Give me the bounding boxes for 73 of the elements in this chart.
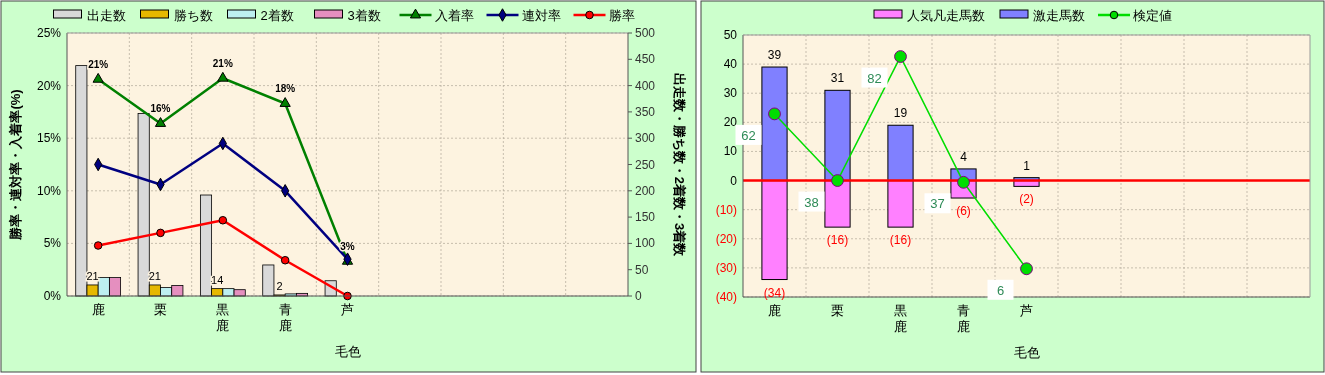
data-label: 4 <box>960 149 968 164</box>
data-label: 1 <box>1023 158 1031 173</box>
y-tick-label: (40) <box>715 290 737 304</box>
y2-tick-label: 300 <box>635 131 656 146</box>
y-tick-label: (10) <box>715 202 737 217</box>
data-label: (16) <box>889 233 912 248</box>
x-tick-label: 芦 <box>1020 303 1033 318</box>
y2-tick-label: 50 <box>635 262 649 277</box>
y2-tick-label: 100 <box>635 236 656 251</box>
x-tick-label: 鹿 <box>768 303 781 318</box>
legend-label: 出走数 <box>86 8 126 23</box>
legend-label: 人気凡走馬数 <box>907 8 985 23</box>
data-label: 18% <box>275 83 296 95</box>
data-label: 21% <box>88 59 109 71</box>
data-label: (6) <box>956 204 971 219</box>
legend-label: 勝率 <box>608 8 635 23</box>
data-label: 16% <box>150 103 171 115</box>
x-tick-label: 青鹿 <box>278 302 292 333</box>
data-label: 19 <box>893 106 908 121</box>
y2-tick-label: 200 <box>635 183 656 198</box>
legend-label: 勝ち数 <box>173 8 213 23</box>
y-axis-title: 勝率・連対率・入着率(%) <box>8 89 23 241</box>
data-label: (34) <box>763 285 786 300</box>
data-label: 21% <box>212 58 233 70</box>
y2-axis-title: 出走数・勝ち数・2着数・3着数 <box>672 72 687 258</box>
legend-label: 激走馬数 <box>1033 8 1085 23</box>
x-tick-label: 栗 <box>154 302 167 317</box>
annotation: 82 <box>867 70 882 86</box>
data-label: 21 <box>86 269 99 282</box>
y-tick-label: (20) <box>715 231 737 246</box>
x-tick-label: 鹿 <box>91 302 105 317</box>
y-tick-label: (30) <box>715 260 737 275</box>
data-label: 39 <box>767 48 782 63</box>
x-axis-title: 毛色 <box>1013 345 1040 360</box>
data-label: 31 <box>830 71 845 86</box>
x-axis-title: 毛色 <box>334 344 361 359</box>
y2-tick-label: 150 <box>635 210 656 225</box>
y-tick-label: 10% <box>36 183 62 198</box>
legend-label: 検定値 <box>1133 8 1172 23</box>
y-tick-label: 10 <box>723 144 738 159</box>
y-tick-label: 20% <box>36 78 62 93</box>
y2-tick-label: 0 <box>635 289 642 303</box>
annotation: 37 <box>930 196 945 212</box>
x-tick-label: 青鹿 <box>957 303 970 334</box>
y2-tick-label: 450 <box>635 52 656 67</box>
legend-label: 連対率 <box>521 8 561 23</box>
legend-label: 2着数 <box>260 8 294 23</box>
y-tick-label: 25% <box>36 26 62 40</box>
y-tick-label: 20 <box>723 115 738 130</box>
y-tick-label: 0% <box>43 289 62 303</box>
annotation: 6 <box>996 282 1005 298</box>
x-tick-label: 黒鹿 <box>216 302 230 333</box>
y-tick-label: 40 <box>723 57 738 72</box>
y2-tick-label: 500 <box>635 26 656 40</box>
y-tick-label: 30 <box>723 86 738 101</box>
x-tick-label: 芦 <box>341 302 354 317</box>
x-tick-label: 栗 <box>831 303 844 318</box>
y2-tick-label: 350 <box>635 104 656 119</box>
y-tick-label: 15% <box>36 131 62 146</box>
data-label: (16) <box>826 233 849 248</box>
x-tick-label: 黒鹿 <box>894 303 907 334</box>
annotation: 38 <box>804 194 819 210</box>
legend-label: 入着率 <box>434 8 474 23</box>
data-label: 2 <box>276 279 283 292</box>
y-tick-label: 50 <box>723 28 738 42</box>
y-tick-label: 5% <box>43 236 62 251</box>
y2-tick-label: 400 <box>635 78 656 93</box>
legend-label: 3着数 <box>347 8 381 23</box>
y-tick-label: 0 <box>730 173 738 188</box>
data-label: (2) <box>1019 192 1034 207</box>
data-label: 14 <box>211 273 224 286</box>
annotation: 62 <box>741 127 756 143</box>
y2-tick-label: 250 <box>635 157 656 172</box>
